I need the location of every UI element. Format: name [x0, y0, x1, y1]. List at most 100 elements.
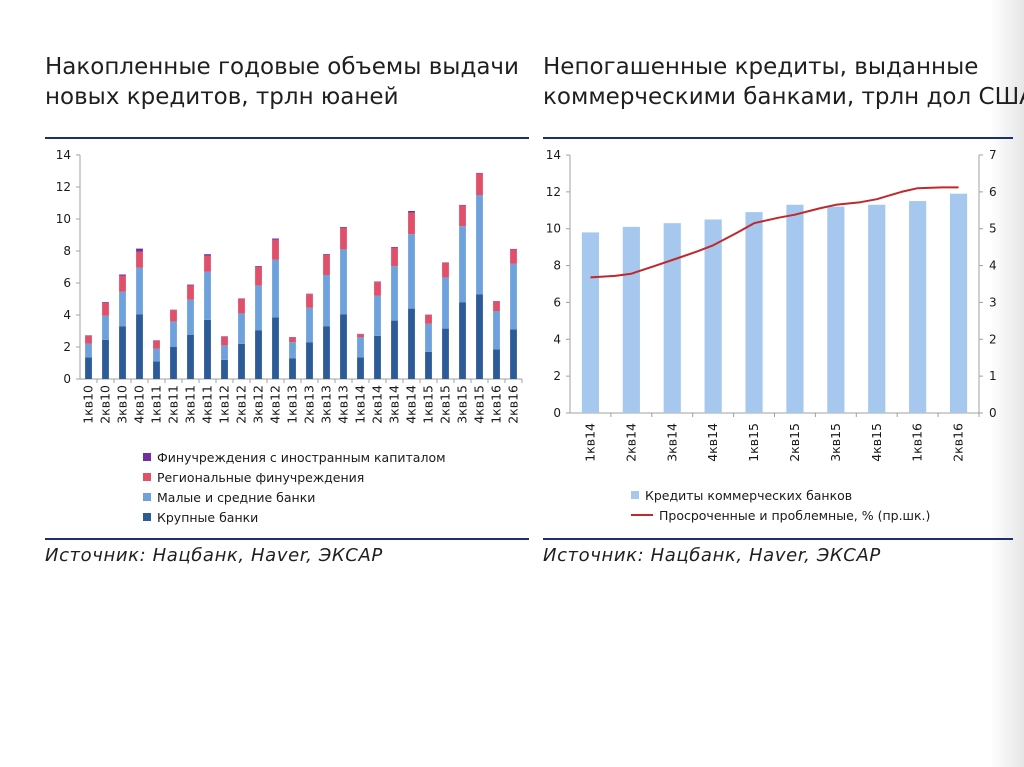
bar-segment: [493, 301, 500, 311]
bar-segment: [459, 226, 466, 303]
bar-segment: [85, 357, 92, 379]
bar-segment: [238, 313, 245, 344]
legend-label: Крупные банки: [157, 509, 259, 525]
legend-label: Региональные финучреждения: [157, 469, 365, 485]
x-tick-label: 3кв15: [455, 385, 470, 424]
bar-segment: [255, 267, 262, 286]
bar-segment: [204, 254, 211, 256]
bar-segment: [306, 307, 313, 343]
bar-segment: [391, 247, 398, 248]
y-tick-label: 14: [56, 148, 71, 162]
bar-segment: [221, 359, 228, 379]
bar-segment: [357, 337, 364, 358]
bar-segment: [119, 326, 126, 379]
bar-segment: [204, 255, 211, 272]
bar-segment: [459, 205, 466, 227]
bar-segment: [119, 291, 126, 327]
right-chart-legend: Кредиты коммерческих банков Просроченные…: [631, 485, 930, 525]
x-tick-label: 4кв15: [472, 385, 487, 424]
right-top-rule: [543, 137, 1013, 139]
bar-segment: [323, 254, 330, 255]
y-tick-label: 6: [63, 276, 71, 290]
bar-segment: [85, 335, 92, 344]
bar-segment: [238, 343, 245, 379]
x-tick-label: 2кв10: [98, 385, 113, 424]
x-tick-label: 2кв12: [234, 385, 249, 424]
bar-segment: [323, 275, 330, 327]
bar-segment: [102, 302, 109, 303]
bar-segment: [459, 302, 466, 379]
left-y-tick-label: 0: [553, 406, 561, 420]
legend-item: Крупные банки: [143, 507, 446, 527]
bar-segment: [170, 310, 177, 322]
commercial-bar: [745, 212, 763, 413]
bar-segment: [136, 248, 143, 252]
x-tick-label: 4кв12: [268, 385, 283, 424]
right-y-tick-label: 0: [989, 406, 997, 420]
bar-segment: [425, 315, 432, 324]
bar-segment: [272, 239, 279, 260]
x-tick-label: 2кв15: [438, 385, 453, 424]
bar-segment: [204, 271, 211, 320]
left-source-note: Источник: Нацбанк, Haver, ЭКСАР: [45, 545, 383, 566]
x-tick-label: 1кв16: [489, 385, 504, 424]
page-edge-shadow: [990, 0, 1024, 767]
right-y-tick-label: 6: [989, 185, 997, 199]
y-tick-label: 4: [63, 308, 71, 322]
left-bottom-rule: [45, 538, 529, 540]
left-top-rule: [45, 137, 529, 139]
bar-segment: [289, 342, 296, 359]
legend-swatch-commercial: [631, 491, 639, 499]
bar-segment: [289, 337, 296, 343]
x-tick-label: 3кв11: [183, 385, 198, 424]
commercial-bar: [704, 219, 722, 413]
right-y-tick-label: 7: [989, 148, 997, 162]
x-tick-label: 2кв16: [951, 423, 966, 462]
x-tick-label: 4кв11: [200, 385, 215, 424]
bar-segment: [510, 263, 517, 330]
bar-segment: [187, 285, 194, 300]
right-bottom-rule: [543, 538, 1013, 540]
y-tick-label: 0: [63, 372, 71, 386]
bar-segment: [289, 358, 296, 379]
x-tick-label: 3кв14: [664, 423, 679, 462]
bar-segment: [374, 282, 381, 296]
x-tick-label: 1кв14: [353, 385, 368, 424]
bar-segment: [221, 345, 228, 360]
left-y-tick-label: 12: [546, 185, 561, 199]
commercial-bar: [786, 204, 804, 413]
bar-segment: [442, 328, 449, 379]
x-tick-label: 2кв14: [370, 385, 385, 424]
x-tick-label: 4кв13: [336, 385, 351, 424]
bar-segment: [272, 238, 279, 240]
x-tick-label: 3кв14: [387, 385, 402, 424]
bar-segment: [170, 321, 177, 347]
commercial-bar: [827, 206, 845, 413]
bar-segment: [391, 266, 398, 321]
right-y-tick-label: 3: [989, 295, 997, 309]
commercial-bar: [663, 223, 681, 413]
x-tick-label: 1кв13: [285, 385, 300, 424]
right-y-tick-label: 2: [989, 332, 997, 346]
bar-segment: [102, 339, 109, 379]
bar-segment: [136, 251, 143, 268]
right-y-tick-label: 1: [989, 369, 997, 383]
bar-segment: [272, 317, 279, 379]
bar-segment: [442, 277, 449, 329]
bar-segment: [374, 281, 381, 283]
bar-segment: [255, 330, 262, 379]
x-tick-label: 1кв15: [746, 423, 761, 462]
bar-segment: [391, 320, 398, 379]
bar-segment: [425, 323, 432, 352]
bar-segment: [510, 249, 517, 264]
x-tick-label: 2кв16: [506, 385, 521, 424]
legend-item: Малые и средние банки: [143, 487, 446, 507]
bar-segment: [340, 249, 347, 315]
legend-swatch: [143, 493, 151, 501]
x-tick-label: 2кв13: [302, 385, 317, 424]
bar-segment: [476, 294, 483, 379]
x-tick-label: 1кв11: [149, 385, 164, 424]
left-y-tick-label: 4: [553, 332, 561, 346]
